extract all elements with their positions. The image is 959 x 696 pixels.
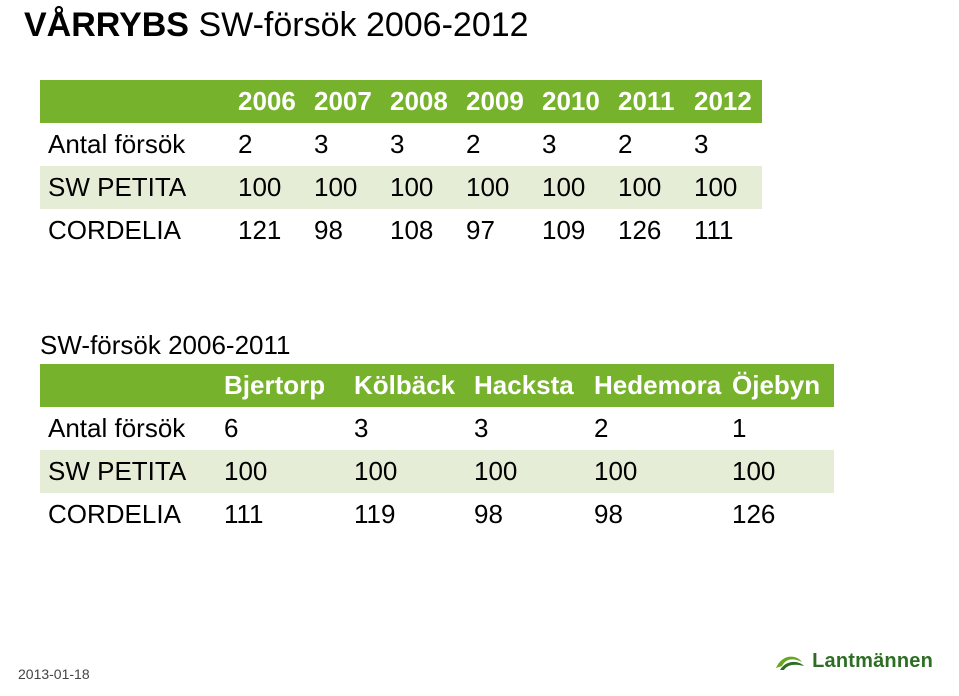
brand-logo: Lantmännen — [772, 648, 933, 674]
table-header-cell: 2009 — [458, 80, 534, 123]
cell: 98 — [306, 209, 382, 252]
table-header-row: Bjertorp Kölbäck Hacksta Hedemora Öjebyn — [40, 364, 834, 407]
row-label: CORDELIA — [40, 493, 216, 536]
cell: 100 — [216, 450, 346, 493]
cell: 109 — [534, 209, 610, 252]
table-header-cell — [40, 80, 230, 123]
table2-caption: SW-försök 2006-2011 — [40, 330, 291, 361]
cell: 119 — [346, 493, 466, 536]
slide: VÅRRYBS SW-försök 2006-2012 2006 2007 20… — [0, 0, 959, 696]
table-header-cell: Hedemora — [586, 364, 724, 407]
table-row: CORDELIA 121 98 108 97 109 126 111 — [40, 209, 762, 252]
cell: 98 — [466, 493, 586, 536]
table-header-cell: 2012 — [686, 80, 762, 123]
cell: 2 — [586, 407, 724, 450]
cell: 2 — [458, 123, 534, 166]
row-label: Antal försök — [40, 407, 216, 450]
table-row: SW PETITA 100 100 100 100 100 — [40, 450, 834, 493]
sprout-icon — [772, 648, 806, 674]
title-brand: VÅRRYBS — [24, 6, 189, 44]
cell: 100 — [346, 450, 466, 493]
title-rest: SW-försök 2006-2012 — [189, 6, 529, 44]
footer-date: 2013-01-18 — [18, 666, 90, 682]
cell: 121 — [230, 209, 306, 252]
row-label: Antal försök — [40, 123, 230, 166]
cell: 3 — [382, 123, 458, 166]
cell: 111 — [216, 493, 346, 536]
row-label: SW PETITA — [40, 166, 230, 209]
table: 2006 2007 2008 2009 2010 2011 2012 Antal… — [40, 80, 762, 252]
cell: 2 — [610, 123, 686, 166]
cell: 100 — [686, 166, 762, 209]
cell: 1 — [724, 407, 834, 450]
table-years: 2006 2007 2008 2009 2010 2011 2012 Antal… — [40, 80, 760, 252]
cell: 100 — [458, 166, 534, 209]
table-locations: Bjertorp Kölbäck Hacksta Hedemora Öjebyn… — [40, 364, 760, 536]
table-header-row: 2006 2007 2008 2009 2010 2011 2012 — [40, 80, 762, 123]
cell: 100 — [230, 166, 306, 209]
table-row: Antal försök 6 3 3 2 1 — [40, 407, 834, 450]
cell: 3 — [346, 407, 466, 450]
cell: 100 — [382, 166, 458, 209]
table-row: CORDELIA 111 119 98 98 126 — [40, 493, 834, 536]
cell: 100 — [724, 450, 834, 493]
cell: 100 — [610, 166, 686, 209]
cell: 6 — [216, 407, 346, 450]
table-header-cell — [40, 364, 216, 407]
cell: 100 — [306, 166, 382, 209]
table-header-cell: Öjebyn — [724, 364, 834, 407]
row-label: CORDELIA — [40, 209, 230, 252]
cell: 3 — [534, 123, 610, 166]
cell: 3 — [686, 123, 762, 166]
cell: 126 — [610, 209, 686, 252]
table-header-cell: Hacksta — [466, 364, 586, 407]
cell: 100 — [466, 450, 586, 493]
table-header-cell: 2007 — [306, 80, 382, 123]
table-row: SW PETITA 100 100 100 100 100 100 100 — [40, 166, 762, 209]
table-header-cell: Bjertorp — [216, 364, 346, 407]
table-row: Antal försök 2 3 3 2 3 2 3 — [40, 123, 762, 166]
cell: 98 — [586, 493, 724, 536]
cell: 100 — [586, 450, 724, 493]
table-header-cell: 2006 — [230, 80, 306, 123]
cell: 111 — [686, 209, 762, 252]
brand-logo-text: Lantmännen — [812, 650, 933, 673]
cell: 3 — [466, 407, 586, 450]
table-header-cell: 2008 — [382, 80, 458, 123]
cell: 126 — [724, 493, 834, 536]
cell: 3 — [306, 123, 382, 166]
page-title: VÅRRYBS SW-försök 2006-2012 — [24, 6, 529, 45]
table: Bjertorp Kölbäck Hacksta Hedemora Öjebyn… — [40, 364, 834, 536]
table-header-cell: Kölbäck — [346, 364, 466, 407]
row-label: SW PETITA — [40, 450, 216, 493]
cell: 2 — [230, 123, 306, 166]
cell: 108 — [382, 209, 458, 252]
table-header-cell: 2011 — [610, 80, 686, 123]
table-header-cell: 2010 — [534, 80, 610, 123]
cell: 97 — [458, 209, 534, 252]
cell: 100 — [534, 166, 610, 209]
